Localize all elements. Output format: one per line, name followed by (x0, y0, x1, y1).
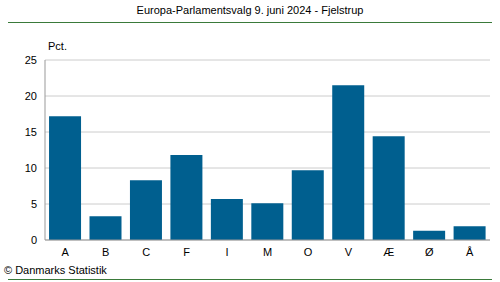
html-text:© Danmarks Statistik: © Danmarks Statistik (4, 264, 107, 276)
svg-text:M: M (263, 246, 272, 258)
svg-text:A: A (62, 246, 70, 258)
svg-text:5: 5 (31, 198, 37, 210)
svg-text:25: 25 (25, 54, 37, 66)
svg-text:20: 20 (25, 90, 37, 102)
html-text:Europa-Parlamentsvalg 9. juni: Europa-Parlamentsvalg 9. juni 2024 - Fje… (136, 4, 364, 16)
svg-text:0: 0 (31, 234, 37, 246)
svg-text:V: V (345, 246, 353, 258)
svg-text:O: O (304, 246, 313, 258)
svg-text:15: 15 (25, 126, 37, 138)
svg-text:I: I (226, 246, 229, 258)
svg-text:Å: Å (466, 246, 474, 258)
svg-text:Æ: Æ (383, 246, 394, 258)
svg-text:C: C (142, 246, 150, 258)
svg-text:F: F (183, 246, 190, 258)
svg-text:B: B (102, 246, 109, 258)
svg-text:Ø: Ø (425, 246, 434, 258)
html-text:Pct.: Pct. (48, 40, 67, 52)
svg-text:10: 10 (25, 162, 37, 174)
